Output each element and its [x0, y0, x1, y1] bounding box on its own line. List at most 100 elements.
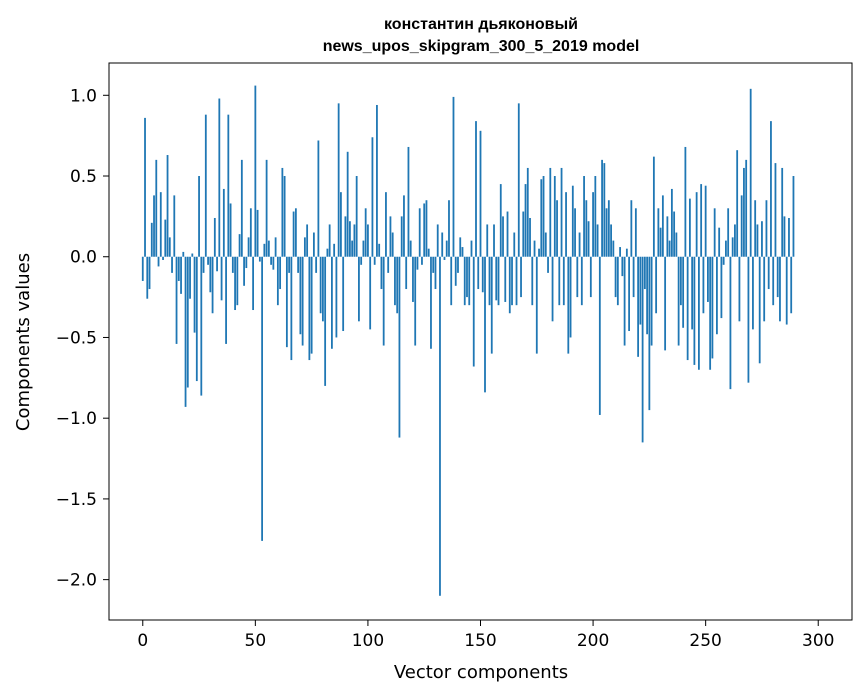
- bar: [484, 256, 486, 393]
- bar: [243, 256, 245, 286]
- bar: [171, 256, 173, 273]
- bar: [333, 243, 336, 257]
- bar: [592, 192, 594, 257]
- bar: [578, 232, 581, 257]
- bar: [292, 211, 295, 257]
- bar: [621, 256, 624, 277]
- bar: [650, 256, 653, 346]
- bar: [358, 256, 360, 322]
- bar: [504, 256, 507, 302]
- bar: [414, 256, 417, 346]
- bar: [556, 200, 558, 257]
- bar: [747, 256, 750, 383]
- bar: [213, 217, 216, 257]
- bar: [220, 256, 223, 301]
- bar: [740, 195, 743, 257]
- bar: [684, 146, 687, 257]
- bar: [707, 256, 709, 302]
- bar: [637, 256, 640, 357]
- bar: [776, 256, 779, 298]
- bar: [407, 146, 410, 257]
- bar: [204, 114, 207, 257]
- bar: [702, 256, 705, 314]
- bar: [211, 256, 214, 314]
- bar: [641, 256, 644, 443]
- bar: [443, 256, 446, 260]
- bar: [623, 256, 626, 346]
- bar: [396, 256, 399, 314]
- bar: [493, 224, 495, 257]
- bar: [522, 211, 525, 257]
- bar: [763, 256, 766, 322]
- y-axis-label: Components values: [13, 253, 34, 431]
- bar: [605, 208, 608, 257]
- bar: [652, 156, 655, 257]
- x-tick-label: 250: [689, 631, 721, 651]
- bar: [423, 203, 426, 257]
- bar: [387, 256, 390, 273]
- bar: [463, 256, 466, 306]
- bar: [738, 256, 741, 322]
- x-axis-label: Vector components: [394, 662, 568, 683]
- bar: [479, 130, 482, 257]
- bar: [792, 176, 795, 257]
- bar: [722, 256, 725, 265]
- bar: [344, 216, 347, 257]
- bar: [288, 256, 291, 273]
- bar: [648, 256, 651, 411]
- bar: [583, 176, 585, 257]
- bar: [682, 256, 685, 328]
- bar: [376, 104, 378, 257]
- bar: [466, 256, 468, 298]
- chart-subtitle: news_upos_skipgram_300_5_2019 model: [323, 38, 640, 55]
- bar: [589, 256, 592, 298]
- bar: [416, 256, 419, 270]
- bar: [743, 167, 745, 257]
- bar: [544, 232, 547, 257]
- bar: [596, 224, 599, 257]
- bar: [166, 155, 169, 257]
- bar: [752, 256, 754, 330]
- bar: [688, 198, 691, 257]
- bar: [511, 256, 513, 306]
- bar: [567, 256, 570, 354]
- bar: [461, 247, 464, 257]
- bar: [353, 224, 356, 257]
- y-tick-label: −1.0: [56, 409, 97, 429]
- bar: [285, 256, 288, 348]
- bar: [236, 256, 239, 306]
- bar: [468, 256, 471, 306]
- bar: [709, 256, 712, 370]
- bar: [790, 256, 793, 314]
- bar: [256, 209, 259, 257]
- bar: [227, 114, 230, 257]
- bar: [576, 256, 579, 298]
- bar: [189, 256, 191, 299]
- bar: [319, 256, 322, 314]
- bar: [308, 256, 311, 361]
- bar: [610, 224, 612, 257]
- bar: [418, 208, 421, 257]
- bar: [553, 176, 556, 257]
- bar: [337, 103, 340, 257]
- bar: [186, 256, 189, 388]
- bar: [321, 256, 324, 322]
- bar: [164, 219, 167, 257]
- bar: [299, 256, 302, 335]
- bar: [421, 256, 423, 265]
- bar: [765, 200, 768, 257]
- bar: [767, 256, 770, 290]
- bar: [373, 256, 376, 265]
- bar: [754, 200, 757, 257]
- bar: [382, 256, 385, 346]
- bar: [560, 167, 563, 257]
- bar: [574, 208, 576, 257]
- plot-frame: [108, 62, 853, 621]
- bar: [272, 256, 275, 270]
- bar: [191, 253, 194, 257]
- bar: [351, 240, 354, 257]
- bar: [249, 208, 252, 257]
- bar: [477, 256, 480, 290]
- bar: [614, 256, 617, 298]
- bar: [349, 221, 351, 257]
